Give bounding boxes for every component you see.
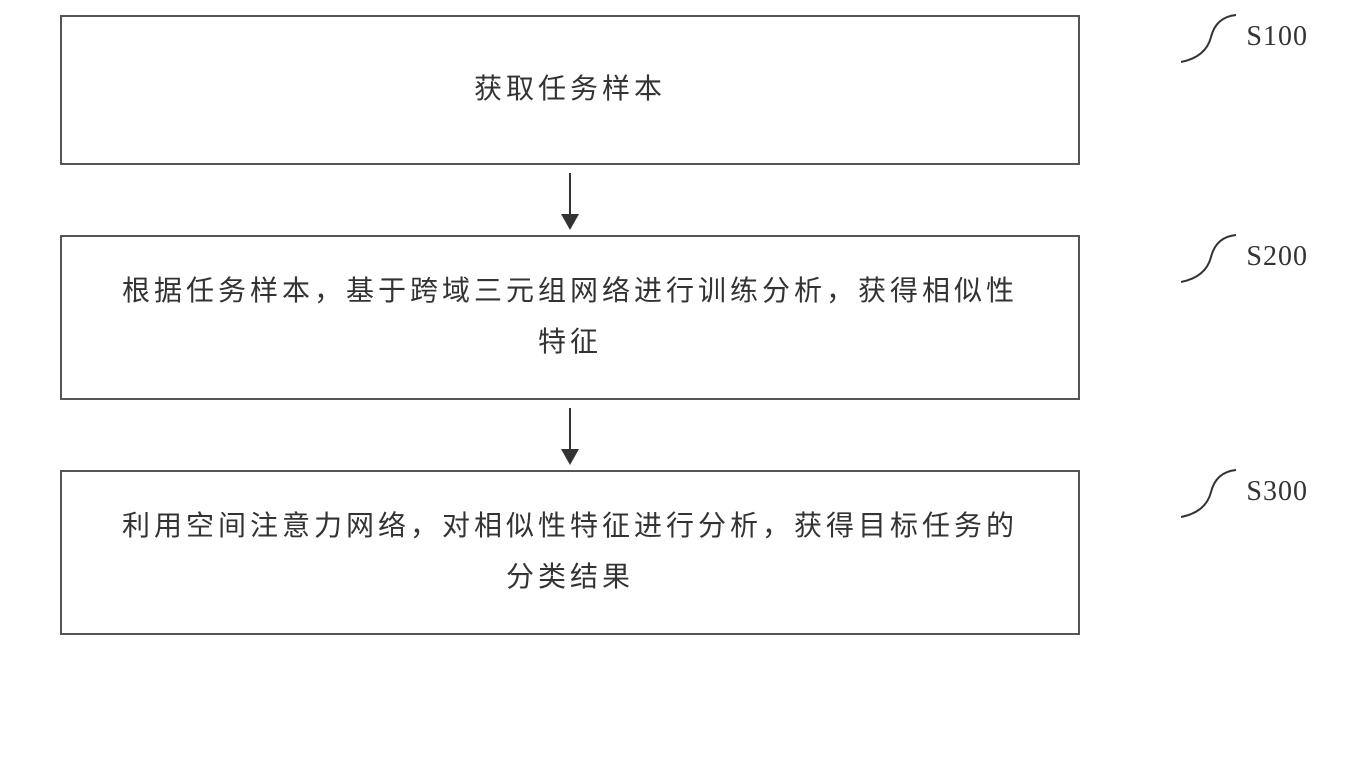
label-connector-1: S100: [1181, 7, 1308, 67]
curve-icon: [1181, 462, 1241, 522]
step-box-2: 根据任务样本，基于跨域三元组网络进行训练分析，获得相似性特征 S200: [60, 235, 1080, 400]
step-text-3: 利用空间注意力网络，对相似性特征进行分析，获得目标任务的分类结果: [122, 502, 1018, 603]
arrow-down-icon: [569, 408, 571, 463]
arrow-1: [60, 165, 1080, 235]
curve-icon: [1181, 227, 1241, 287]
step-box-3: 利用空间注意力网络，对相似性特征进行分析，获得目标任务的分类结果 S300: [60, 470, 1080, 635]
flowchart-container: 获取任务样本 S100 根据任务样本，基于跨域三元组网络进行训练分析，获得相似性…: [60, 15, 1080, 635]
step-label-2: S200: [1246, 241, 1308, 273]
label-connector-3: S300: [1181, 462, 1308, 522]
arrow-down-icon: [569, 173, 571, 228]
step-box-1: 获取任务样本 S100: [60, 15, 1080, 165]
step-label-3: S300: [1246, 476, 1308, 508]
label-connector-2: S200: [1181, 227, 1308, 287]
step-label-1: S100: [1246, 21, 1308, 53]
step-text-2: 根据任务样本，基于跨域三元组网络进行训练分析，获得相似性特征: [122, 267, 1018, 368]
curve-icon: [1181, 7, 1241, 67]
arrow-2: [60, 400, 1080, 470]
step-text-1: 获取任务样本: [474, 65, 666, 115]
